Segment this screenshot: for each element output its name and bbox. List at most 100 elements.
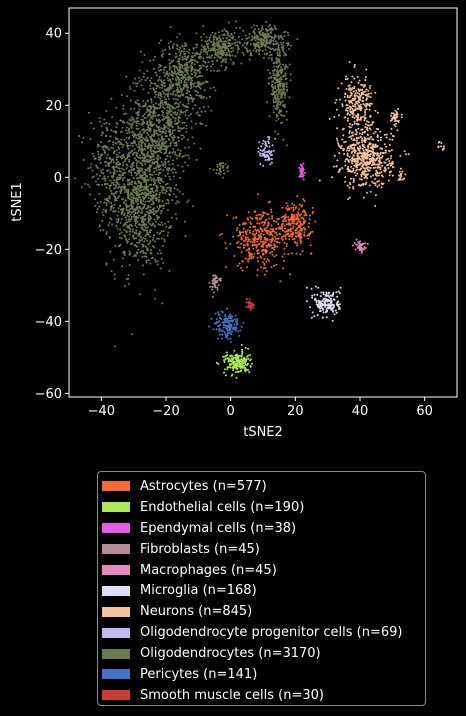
data-point <box>155 74 158 77</box>
data-point <box>245 368 248 371</box>
data-point <box>270 266 273 268</box>
data-point <box>370 135 373 138</box>
data-point <box>351 162 353 165</box>
data-point <box>175 144 178 147</box>
data-point <box>103 183 106 186</box>
data-point <box>276 72 279 75</box>
data-point <box>153 162 156 165</box>
data-point <box>388 160 391 162</box>
data-point <box>126 142 129 145</box>
data-point <box>164 151 167 154</box>
data-point <box>151 256 154 259</box>
data-point <box>381 175 384 178</box>
data-point <box>349 135 352 138</box>
data-point <box>148 119 151 122</box>
data-point <box>248 257 251 260</box>
data-point <box>247 248 250 251</box>
data-point <box>244 244 246 247</box>
data-point <box>144 79 147 82</box>
data-point <box>348 130 351 133</box>
data-point <box>186 164 189 167</box>
data-point <box>212 49 215 52</box>
data-point <box>147 185 150 188</box>
data-point <box>89 138 92 140</box>
data-point <box>123 212 126 215</box>
data-point <box>103 177 106 180</box>
data-point <box>105 262 108 265</box>
data-point <box>220 52 223 54</box>
data-point <box>273 74 276 77</box>
data-point <box>259 238 262 241</box>
data-point <box>179 95 182 98</box>
data-point <box>164 222 167 225</box>
data-point <box>145 185 148 188</box>
data-point <box>276 237 279 240</box>
data-point <box>274 97 277 99</box>
data-point <box>391 117 393 120</box>
data-point <box>362 100 365 103</box>
data-point <box>191 56 194 58</box>
data-point <box>191 136 194 139</box>
data-point <box>346 117 349 120</box>
data-point <box>113 172 116 175</box>
data-point <box>265 260 268 263</box>
data-point <box>267 201 270 204</box>
data-point <box>221 29 224 32</box>
data-point <box>149 206 152 209</box>
data-point <box>181 88 184 91</box>
data-point <box>132 121 135 124</box>
data-point <box>282 83 285 86</box>
data-point <box>87 111 90 114</box>
data-point <box>362 158 365 161</box>
data-point <box>118 236 121 239</box>
data-point <box>141 264 144 267</box>
data-point <box>145 223 148 226</box>
data-point <box>162 163 165 165</box>
data-point <box>150 179 153 182</box>
data-point <box>145 189 148 192</box>
data-point <box>169 226 172 229</box>
data-point <box>232 365 235 368</box>
data-point <box>218 167 221 170</box>
data-point <box>258 45 261 48</box>
data-point <box>167 120 170 122</box>
data-point <box>259 213 262 216</box>
data-point <box>195 32 198 35</box>
data-point <box>354 108 357 111</box>
data-point <box>277 48 280 51</box>
data-point <box>82 159 85 161</box>
data-point <box>232 49 235 52</box>
data-point <box>150 82 153 85</box>
data-point <box>332 306 335 309</box>
data-point <box>242 231 245 234</box>
data-point <box>278 49 281 52</box>
data-point <box>320 305 323 308</box>
data-point <box>129 213 132 216</box>
data-point <box>361 128 364 131</box>
data-point <box>335 165 338 168</box>
data-point <box>355 122 358 125</box>
data-point <box>284 219 287 222</box>
data-point <box>118 195 121 198</box>
data-point <box>96 183 99 186</box>
data-point <box>272 62 275 64</box>
data-point <box>153 207 156 210</box>
data-point <box>117 219 120 222</box>
data-point <box>143 113 146 116</box>
data-point <box>347 88 350 91</box>
data-point <box>347 159 350 162</box>
data-point <box>160 139 163 142</box>
data-point <box>177 136 180 138</box>
data-point <box>252 225 255 228</box>
data-point <box>247 238 250 241</box>
data-point <box>196 111 199 114</box>
data-point <box>348 113 351 116</box>
data-point <box>149 192 152 195</box>
data-point <box>375 127 378 130</box>
data-point <box>366 133 369 136</box>
data-point <box>314 220 317 223</box>
data-point <box>160 185 162 188</box>
data-point <box>135 134 138 137</box>
data-point <box>149 240 152 243</box>
data-point <box>167 103 170 106</box>
